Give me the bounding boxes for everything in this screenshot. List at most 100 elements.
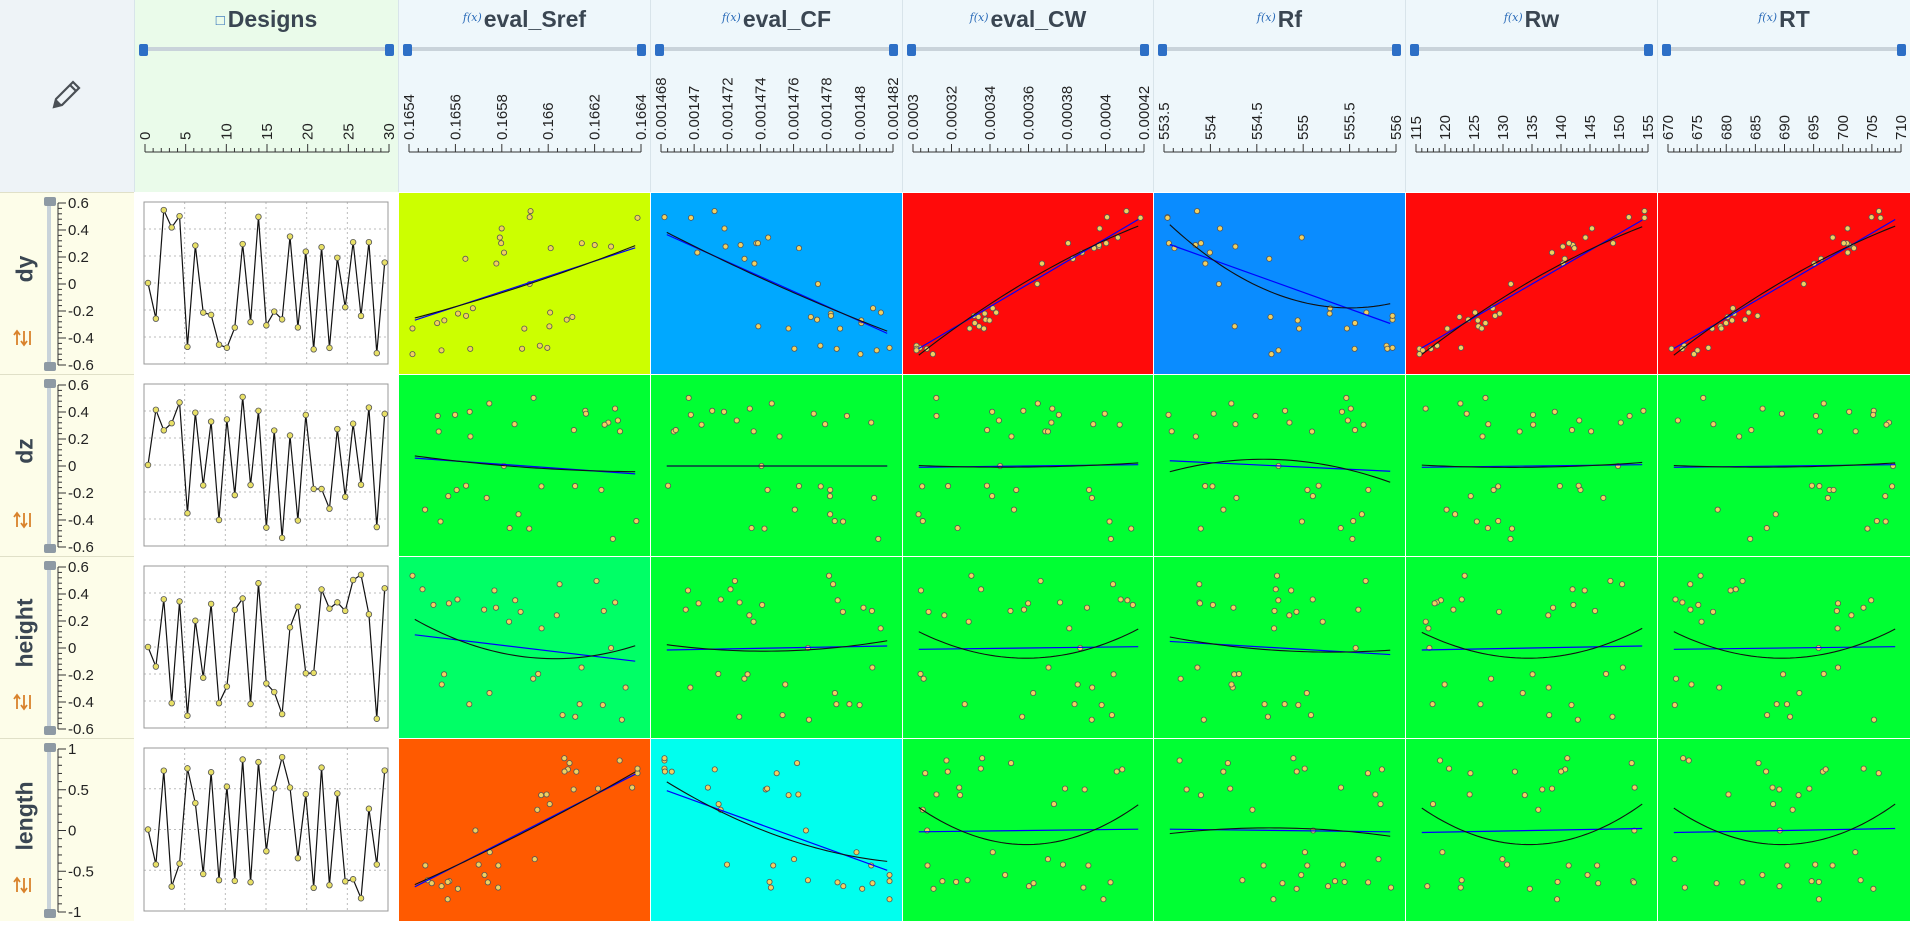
scatter-point[interactable] <box>1568 427 1575 434</box>
scatter-point[interactable] <box>1422 618 1429 625</box>
scatter-point[interactable] <box>454 885 461 892</box>
scatter-point[interactable] <box>495 884 502 891</box>
slider-track[interactable] <box>1416 47 1647 51</box>
design-point[interactable] <box>302 411 309 419</box>
sort-arrows-icon[interactable] <box>12 511 34 529</box>
scatter-point[interactable] <box>1101 410 1108 417</box>
scatter-point[interactable] <box>1206 249 1213 256</box>
scatter-point[interactable] <box>1546 712 1553 719</box>
scatter-point[interactable] <box>1877 214 1884 221</box>
scatter-point[interactable] <box>1714 506 1721 513</box>
scatter-point[interactable] <box>1466 791 1473 798</box>
scatter-point[interactable] <box>1631 784 1638 791</box>
slider-handle-max[interactable] <box>1140 44 1149 56</box>
scatter-point[interactable] <box>1124 597 1131 604</box>
scatter-point[interactable] <box>1275 597 1282 604</box>
scatter-point[interactable] <box>1617 419 1624 426</box>
scatter-point[interactable] <box>1873 518 1880 525</box>
scatter-point[interactable] <box>924 862 931 869</box>
scatter-point[interactable] <box>598 486 605 493</box>
scatter-point[interactable] <box>1220 768 1227 775</box>
row-title[interactable]: length <box>11 781 38 850</box>
scatter-point[interactable] <box>1640 407 1647 414</box>
scatter-point[interactable] <box>556 581 563 588</box>
scatter-point[interactable] <box>622 684 629 691</box>
scatter-point[interactable] <box>886 871 893 878</box>
scatter-point[interactable] <box>939 878 946 885</box>
scatter-point[interactable] <box>1673 675 1680 682</box>
scatter-point[interactable] <box>600 607 607 614</box>
design-point[interactable] <box>184 765 191 772</box>
scatter-point[interactable] <box>1059 861 1066 868</box>
scatter-point[interactable] <box>530 675 537 682</box>
scatter-point[interactable] <box>1271 625 1278 632</box>
slider-track[interactable] <box>47 567 51 729</box>
scatter-point[interactable] <box>1718 325 1725 332</box>
scatter-point[interactable] <box>543 791 550 798</box>
design-point[interactable] <box>286 432 294 439</box>
scatter-point[interactable] <box>933 394 940 401</box>
scatter-point[interactable] <box>569 313 576 320</box>
design-point[interactable] <box>160 206 167 214</box>
design-point[interactable] <box>231 606 238 614</box>
design-point[interactable] <box>184 343 191 351</box>
scatter-point[interactable] <box>704 784 711 791</box>
scatter-point[interactable] <box>795 791 802 798</box>
scatter-point[interactable] <box>1857 877 1864 884</box>
scatter-point[interactable] <box>1002 871 1009 878</box>
range-slider[interactable] <box>1410 44 1653 56</box>
scatter-point[interactable] <box>1062 785 1069 792</box>
scatter-point[interactable] <box>1770 801 1777 808</box>
scatter-point[interactable] <box>1164 214 1171 221</box>
scatter-point[interactable] <box>633 518 640 525</box>
scatter-point[interactable] <box>814 281 821 288</box>
design-point[interactable] <box>326 605 333 612</box>
design-point[interactable] <box>278 534 286 542</box>
scatter-point[interactable] <box>495 862 502 869</box>
design-point[interactable] <box>239 595 246 602</box>
scatter-point[interactable] <box>1261 701 1268 708</box>
scatter-point[interactable] <box>989 408 996 415</box>
scatter-point[interactable] <box>1177 675 1184 682</box>
design-point[interactable] <box>200 482 207 489</box>
scatter-point[interactable] <box>1337 784 1344 791</box>
scatter-point[interactable] <box>1034 400 1041 407</box>
scatter-point[interactable] <box>1457 400 1464 407</box>
scatter-point[interactable] <box>1107 879 1114 886</box>
scatter-point[interactable] <box>618 716 625 723</box>
scatter-point[interactable] <box>796 245 803 252</box>
scatter-point[interactable] <box>462 255 469 262</box>
scatter-point[interactable] <box>1088 716 1095 723</box>
scatter-point[interactable] <box>1308 712 1315 719</box>
scatter-point[interactable] <box>834 879 841 886</box>
scatter-point[interactable] <box>1729 317 1736 324</box>
scatter-point[interactable] <box>817 342 824 349</box>
scatter-point[interactable] <box>1507 281 1514 288</box>
scatter-point[interactable] <box>1619 581 1626 588</box>
scatter-point[interactable] <box>1545 684 1552 691</box>
scatter-point[interactable] <box>1508 525 1515 532</box>
scatter-point[interactable] <box>1196 600 1203 607</box>
scatter-point[interactable] <box>741 255 748 262</box>
scatter-point[interactable] <box>1690 351 1697 358</box>
scatter-point[interactable] <box>920 675 927 682</box>
scatter-point[interactable] <box>814 316 821 323</box>
design-point[interactable] <box>271 785 278 792</box>
scatter-cell-length-eval-cw[interactable] <box>902 738 1153 921</box>
row-header-height[interactable]: height 0.6 0.4 0.2 0 -0.2 -0.4 -0.6 <box>0 556 134 738</box>
design-point[interactable] <box>318 485 325 493</box>
scatter-point[interactable] <box>1008 760 1015 767</box>
design-point[interactable] <box>168 420 175 427</box>
scatter-point[interactable] <box>1499 856 1506 863</box>
slider-handle-min[interactable] <box>1158 44 1167 56</box>
scatter-point[interactable] <box>1759 871 1766 878</box>
scatter-point[interactable] <box>546 801 553 808</box>
column-header-rw[interactable]: f(x)Rw 115 120 125 130 135 140 145 150 155 <box>1405 0 1657 192</box>
scatter-point[interactable] <box>1592 607 1599 614</box>
scatter-cell-length-eval-cf[interactable] <box>650 738 902 921</box>
scatter-point[interactable] <box>475 861 482 868</box>
scatter-point[interactable] <box>1232 243 1239 250</box>
scatter-point[interactable] <box>1194 208 1201 215</box>
scatter-point[interactable] <box>1296 325 1303 332</box>
design-point[interactable] <box>349 239 357 246</box>
